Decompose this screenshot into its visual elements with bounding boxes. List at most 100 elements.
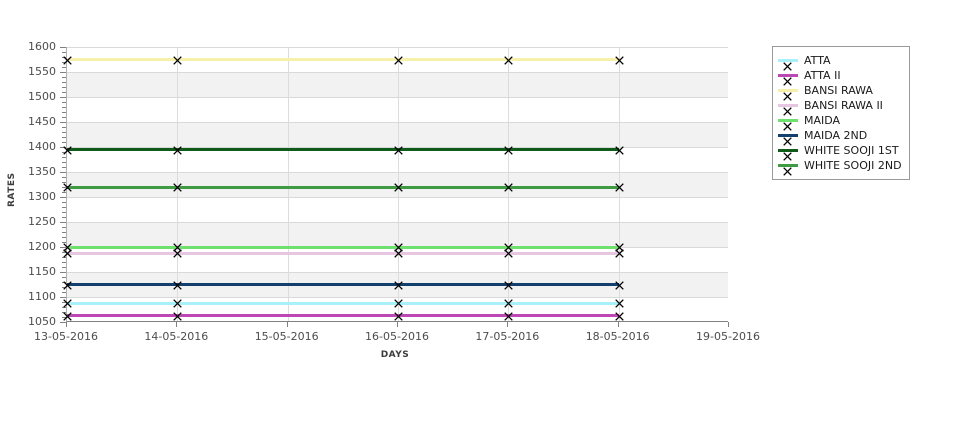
y-axis-tick-minor (62, 187, 66, 188)
data-point-marker (394, 55, 403, 65)
y-axis-tick-minor (62, 102, 66, 103)
legend-line (778, 134, 798, 137)
y-axis-tick-minor (62, 282, 66, 283)
data-point-marker (394, 311, 403, 321)
data-point-marker (394, 243, 403, 252)
legend-marker-icon (783, 71, 792, 86)
gridline-vertical (398, 47, 399, 321)
data-point-marker (504, 249, 514, 258)
legend-item[interactable]: MAIDA 2ND (778, 128, 903, 146)
y-axis-tick-major (60, 47, 66, 48)
y-axis-tick-minor (62, 137, 66, 138)
legend-swatch (778, 99, 798, 116)
data-point-marker (173, 249, 183, 258)
legend-line (778, 74, 798, 77)
data-point-marker (63, 280, 72, 290)
y-axis-tick-minor (62, 192, 66, 193)
y-axis-tick-major (60, 297, 66, 298)
x-axis-tick-label: 15-05-2016 (254, 330, 319, 343)
y-axis-tick-minor (62, 57, 66, 58)
legend-item-label: ATTA II (804, 69, 841, 82)
data-point-marker (394, 249, 403, 258)
gridline-horizontal (67, 272, 728, 273)
legend-item[interactable]: WHITE SOOJI 1ST (778, 143, 903, 161)
data-point-marker (63, 183, 72, 192)
y-axis-tick-label: 1550 (28, 65, 56, 78)
data-point-marker (63, 145, 72, 155)
legend-item[interactable]: MAIDA (778, 113, 903, 131)
y-axis-tick-major (60, 322, 66, 323)
data-point-marker (614, 183, 624, 192)
legend-swatch (778, 159, 798, 176)
data-point-marker (63, 243, 72, 252)
y-axis-tick-major (60, 97, 66, 98)
y-axis-tick-minor (62, 232, 66, 233)
legend-line (778, 119, 798, 122)
legend-marker-icon (783, 161, 792, 176)
y-axis-tick-label: 1500 (28, 90, 56, 103)
data-point-marker (504, 311, 514, 321)
gridline-horizontal (67, 147, 728, 148)
gridline-horizontal (67, 122, 728, 123)
y-axis-tick-minor (62, 132, 66, 133)
y-axis-tick-major (60, 72, 66, 73)
y-axis-tick-minor (62, 167, 66, 168)
y-axis-tick-minor (62, 92, 66, 93)
x-axis-tick-label: 17-05-2016 (475, 330, 540, 343)
legend-swatch (778, 84, 798, 101)
legend-item[interactable]: ATTA II (778, 68, 903, 86)
legend-item-label: MAIDA (804, 114, 841, 127)
legend-item[interactable]: BANSI RAWA (778, 83, 903, 101)
legend-item[interactable]: BANSI RAWA II (778, 98, 903, 116)
y-axis-tick-label: 1150 (28, 265, 56, 278)
legend-swatch (778, 129, 798, 146)
y-axis-tick-major (60, 222, 66, 223)
data-point-marker (614, 243, 624, 252)
y-axis-tick-minor (62, 152, 66, 153)
y-axis-tick-minor (62, 182, 66, 183)
series-line (67, 58, 619, 61)
y-axis-tick-minor (62, 237, 66, 238)
y-axis-tick-minor (62, 207, 66, 208)
y-axis-tick-minor (62, 82, 66, 83)
legend-item-label: MAIDA 2ND (804, 129, 868, 142)
series-line (67, 314, 619, 317)
data-point-marker (614, 145, 624, 155)
chart-legend: ATTA ATTA II BANSI RAWA BANSI RAWA II MAIDA M… (772, 46, 910, 180)
y-axis-tick-major (60, 272, 66, 273)
legend-swatch (778, 144, 798, 161)
legend-marker-icon (783, 131, 792, 146)
data-point-marker (173, 183, 183, 192)
x-axis-tick (287, 322, 288, 327)
y-axis-tick-major (60, 122, 66, 123)
data-point-marker (394, 280, 403, 290)
y-axis-tick-label: 1450 (28, 115, 56, 128)
data-point-marker (63, 55, 72, 65)
legend-item[interactable]: ATTA (778, 53, 903, 71)
legend-line (778, 104, 798, 107)
y-axis-tick-label: 1400 (28, 140, 56, 153)
y-axis-tick-minor (62, 202, 66, 203)
x-axis-tick-label: 16-05-2016 (365, 330, 429, 343)
y-axis-tick-minor (62, 227, 66, 228)
legend-marker-icon (783, 86, 792, 101)
y-axis-tick-minor (62, 287, 66, 288)
data-point-marker (394, 183, 403, 192)
legend-item-label: WHITE SOOJI 1ST (804, 144, 899, 157)
data-point-marker (173, 55, 183, 65)
plot-area (63, 47, 728, 322)
data-point-marker (614, 280, 624, 290)
y-axis-tick-minor (62, 157, 66, 158)
data-point-marker (173, 311, 183, 321)
legend-marker-icon (783, 101, 792, 116)
x-axis-title: DAYS (380, 350, 410, 360)
gridline-horizontal (67, 172, 728, 173)
series-line (67, 251, 619, 255)
legend-item[interactable]: WHITE SOOJI 2ND (778, 158, 903, 176)
data-point-marker (63, 299, 72, 308)
data-point-marker (173, 243, 183, 252)
data-point-marker (614, 299, 624, 308)
legend-item-label: ATTA (804, 54, 831, 67)
x-axis-tick (728, 322, 729, 327)
legend-swatch (778, 69, 798, 86)
